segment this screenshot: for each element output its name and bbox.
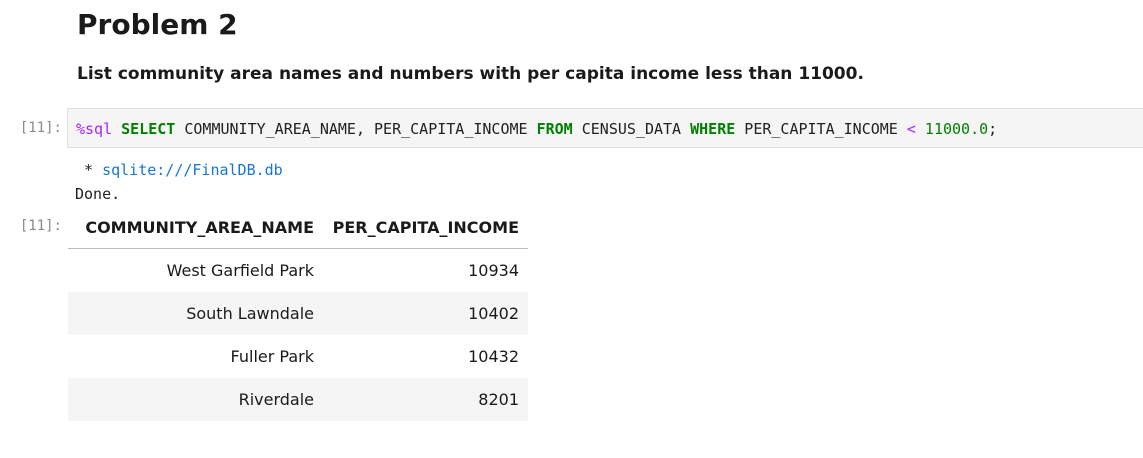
table-header-row: COMMUNITY_AREA_NAME PER_CAPITA_INCOME — [68, 206, 528, 249]
operator-less-than: < — [906, 120, 916, 138]
table-row: West Garfield Park 10934 — [68, 249, 528, 293]
sql-magic: %sql — [76, 120, 113, 138]
column-header-per-capita-income: PER_CAPITA_INCOME — [323, 206, 528, 249]
output-prompt: [11]: — [19, 218, 62, 234]
code-condition-column: PER_CAPITA_INCOME — [735, 120, 907, 138]
number-literal: 11000.0 — [924, 120, 989, 138]
cell-per-capita-income: 10934 — [468, 261, 519, 280]
code-columns: COMMUNITY_AREA_NAME, PER_CAPITA_INCOME — [175, 120, 537, 138]
cell-community-area-name: Fuller Park — [230, 347, 314, 366]
connection-string: sqlite:///FinalDB.db — [102, 161, 283, 179]
table-row: Riverdale 8201 — [68, 378, 528, 421]
keyword-where: WHERE — [690, 120, 736, 138]
column-header-community-area-name: COMMUNITY_AREA_NAME — [68, 206, 323, 249]
code-table: CENSUS_DATA — [572, 120, 691, 138]
cell-per-capita-income: 10432 — [468, 347, 519, 366]
result-table: COMMUNITY_AREA_NAME PER_CAPITA_INCOME We… — [68, 206, 528, 421]
code-semicolon: ; — [988, 120, 998, 138]
table-row: Fuller Park 10432 — [68, 335, 528, 378]
markdown-heading: Problem 2 — [77, 8, 238, 41]
input-prompt: [11]: — [19, 120, 62, 136]
markdown-description: List community area names and numbers wi… — [77, 64, 864, 84]
cell-community-area-name: West Garfield Park — [166, 261, 314, 280]
status-text: Done. — [75, 185, 121, 203]
cell-community-area-name: South Lawndale — [68, 292, 323, 335]
cell-per-capita-income: 10402 — [323, 292, 528, 335]
connection-bullet: * — [75, 161, 103, 179]
cell-community-area-name: Riverdale — [68, 378, 323, 421]
cell-per-capita-income: 8201 — [323, 378, 528, 421]
code-space — [916, 120, 925, 138]
stream-output: * sqlite:///FinalDB.db Done. — [75, 158, 283, 206]
keyword-select: SELECT — [121, 120, 176, 138]
keyword-from: FROM — [536, 120, 573, 138]
code-editor[interactable]: %sql SELECT COMMUNITY_AREA_NAME, PER_CAP… — [67, 108, 1143, 148]
table-row: South Lawndale 10402 — [68, 292, 528, 335]
